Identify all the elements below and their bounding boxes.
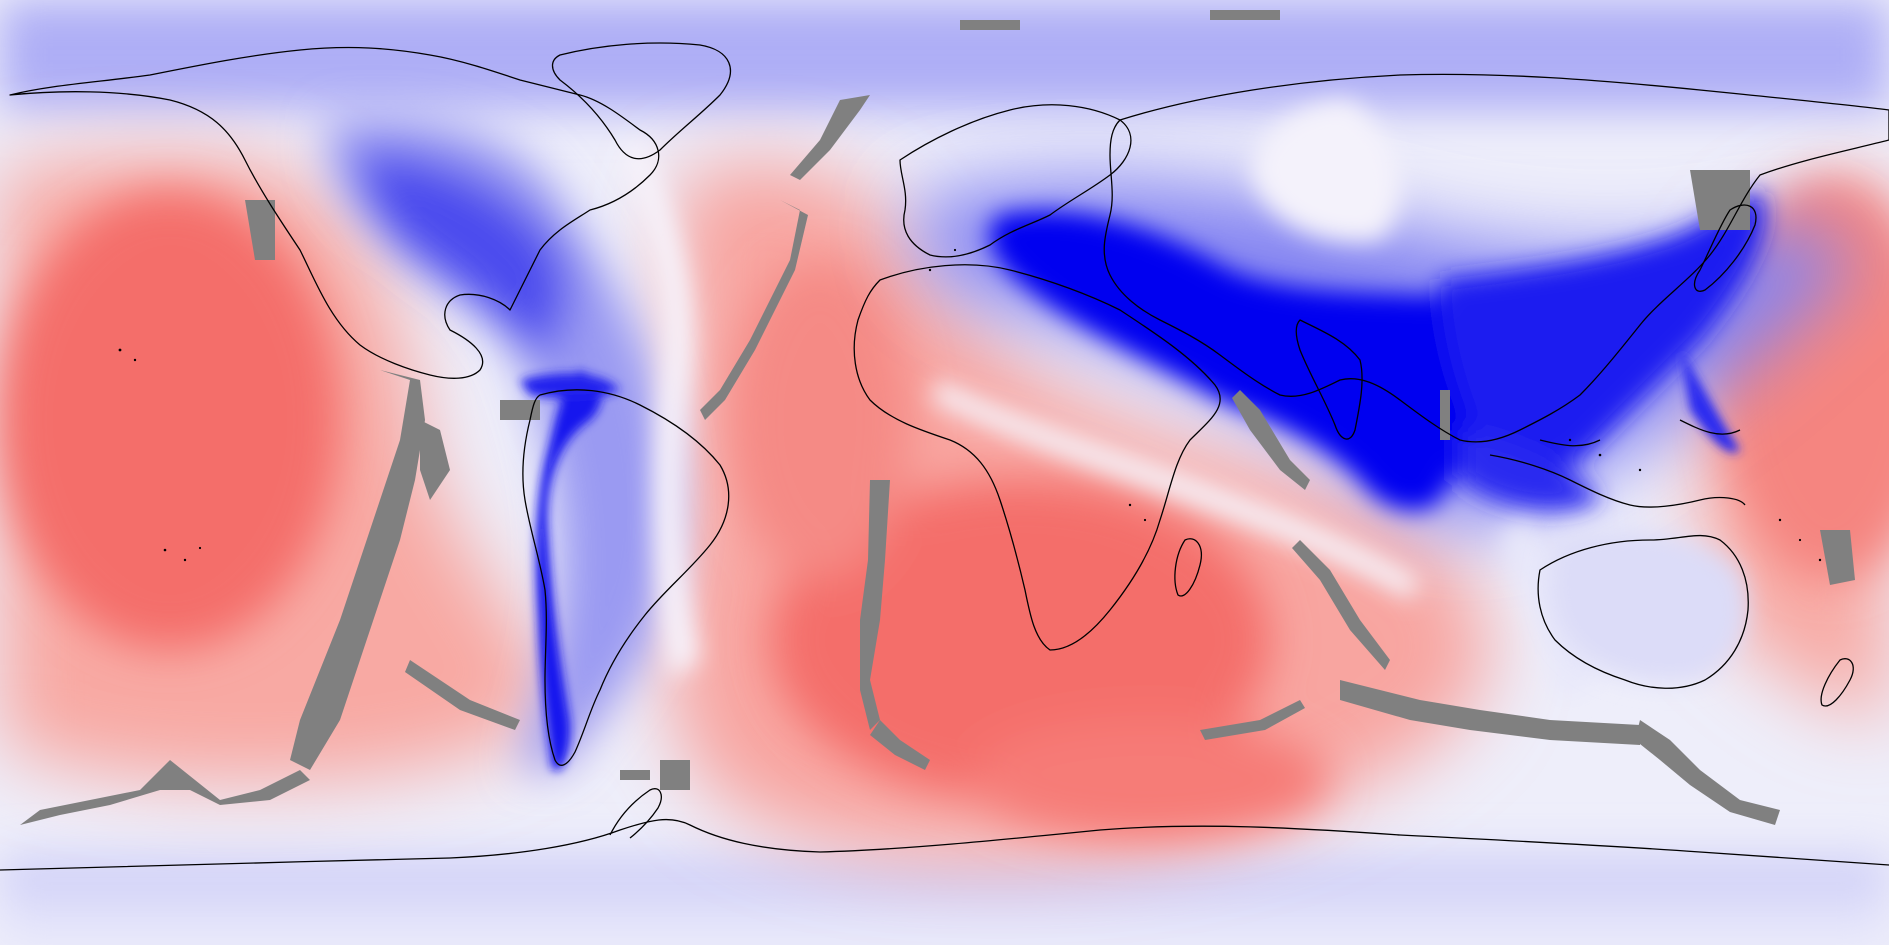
coastline-india xyxy=(1295,319,1363,440)
missing-data-patches xyxy=(20,10,1855,825)
coastline-madagascar xyxy=(1174,538,1202,597)
coastline-africa xyxy=(853,264,1221,651)
island-dots xyxy=(118,248,1822,562)
coastline-australia xyxy=(1537,534,1749,689)
coastline-antarctica xyxy=(0,818,1889,871)
coastline-greenland xyxy=(551,42,731,160)
coastline-asia xyxy=(1103,73,1889,443)
australia-light-blue xyxy=(1548,530,1748,683)
coastline-antarctic-peninsula xyxy=(609,788,662,839)
coastline-new-zealand xyxy=(1820,658,1854,707)
coastline-europe xyxy=(899,104,1132,258)
andes-deep-blue xyxy=(520,350,1740,770)
coastline-south-america xyxy=(522,389,730,766)
eurasia-deep-blue xyxy=(990,190,1766,511)
coastline-north-america xyxy=(9,46,660,379)
red-core-regions xyxy=(0,180,1889,840)
coastline-maritime-asia xyxy=(1489,419,1746,508)
coastline-japan xyxy=(1693,204,1757,292)
americas-blue-corridor xyxy=(327,117,674,771)
coastlines xyxy=(0,42,1889,871)
